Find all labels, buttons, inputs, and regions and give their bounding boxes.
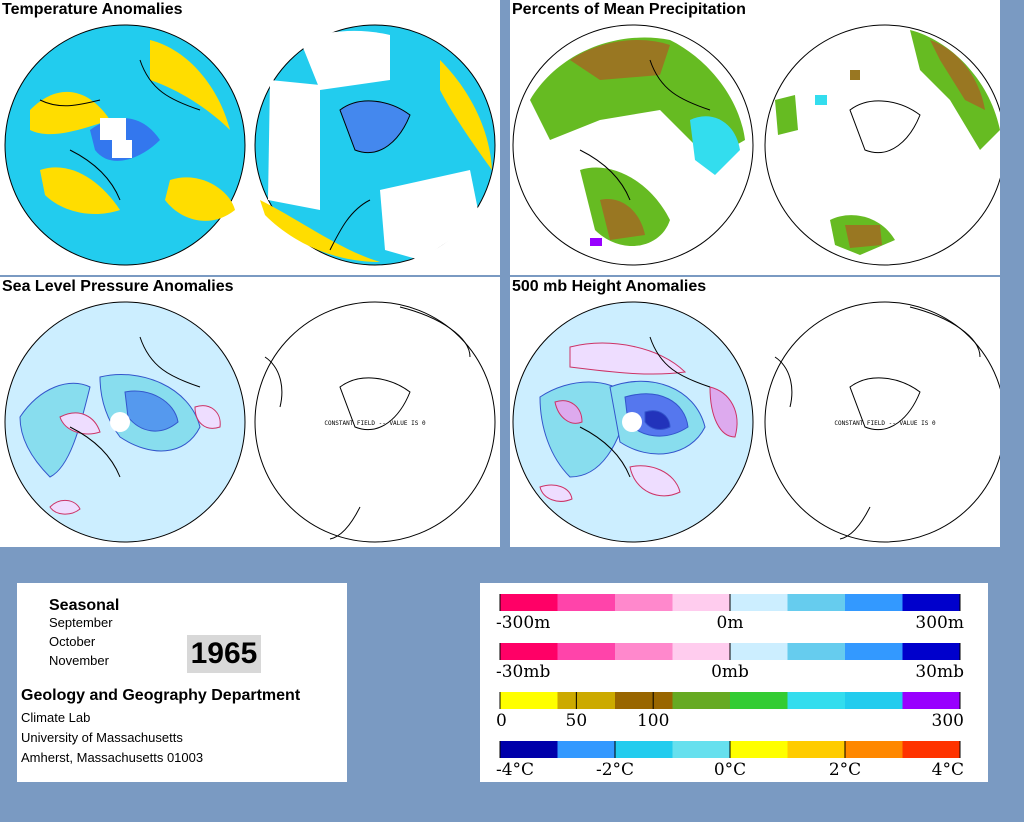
legend-temperature: -4°C -2°C 0°C 2°C 4°C [496, 741, 964, 780]
legend-precip-swatch [557, 692, 616, 709]
legend-precip-tick-label: 100 [637, 711, 669, 731]
precipitation-southern-hemisphere [764, 24, 1000, 266]
slp-northern-hemisphere [4, 301, 246, 543]
slp-panel-title: Sea Level Pressure Anomalies [0, 277, 236, 297]
month-3: November [49, 653, 109, 668]
legend-precip-tick-label: 0 [496, 711, 507, 731]
month-1: September [49, 615, 113, 630]
temperature-maps [4, 24, 496, 266]
legend-pressure: -30mb 0mb 30mb [496, 643, 964, 682]
legend-precip: 0 50 100 300 [496, 692, 964, 731]
legend-height-swatch [557, 594, 616, 611]
season-label: Seasonal [49, 597, 120, 614]
legend-precip-swatch [672, 692, 731, 709]
color-legends: -300m 0m 300m -30mb 0mb 30mb 0 50 100 300 -4°C -2°C… [496, 594, 964, 780]
legend-temperature-tick-label: 2°C [829, 760, 861, 780]
legend-pressure-swatch [615, 643, 673, 660]
year-badge: 1965 [187, 635, 261, 673]
temperature-northern-hemisphere [4, 24, 246, 266]
legend-pressure-tick-label: 0mb [711, 662, 749, 682]
legend-height-swatch [730, 594, 788, 611]
legend-precip-tick-label: 300 [932, 711, 964, 731]
precipitation-northern-hemisphere [512, 24, 754, 266]
legend-height-swatch [500, 594, 558, 611]
address-line-2: University of Massachusetts [21, 730, 183, 745]
height-southern-hemisphere: CONSTANT FIELD -- VALUE IS 0 [764, 301, 1000, 543]
slp-maps: CONSTANT FIELD -- VALUE IS 0 [4, 301, 496, 543]
color-legend-box: -300m 0m 300m -30mb 0mb 30mb 0 50 100 300 -4°C -2°C… [480, 583, 988, 782]
legend-height-tick-label: 300m [915, 613, 964, 633]
legend-pressure-swatch [730, 643, 788, 660]
legend-height-swatch [615, 594, 673, 611]
legend-height-swatch [787, 594, 846, 611]
legend-pressure-tick-label: -30mb [496, 662, 550, 682]
legend-pressure-swatch [845, 643, 903, 660]
legend-precip-swatch [500, 692, 558, 709]
legend-precip-swatch [845, 692, 903, 709]
legend-height-swatch [845, 594, 903, 611]
legend-precip-swatch [787, 692, 846, 709]
height-northern-hemisphere [512, 301, 754, 543]
info-box: Seasonal September October November 1965… [17, 583, 347, 782]
height-500mb-panel-title: 500 mb Height Anomalies [510, 277, 709, 297]
legend-temperature-tick-label: 4°C [932, 760, 964, 780]
legend-temperature-swatch [845, 741, 903, 758]
legend-height-tick-label: 0m [717, 613, 744, 633]
legend-pressure-swatch [672, 643, 731, 660]
legend-precip-swatch [730, 692, 788, 709]
legend-temperature-tick-label: -2°C [596, 760, 634, 780]
precipitation-maps [512, 24, 1000, 266]
slp-southern-hemisphere: CONSTANT FIELD -- VALUE IS 0 [254, 301, 496, 543]
temperature-anomalies-panel: Temperature Anomalies [0, 0, 500, 275]
legend-pressure-tick-label: 30mb [915, 662, 964, 682]
legend-pressure-swatch [787, 643, 846, 660]
legend-temperature-tick-label: 0°C [714, 760, 746, 780]
precipitation-panel-title: Percents of Mean Precipitation [510, 0, 748, 20]
precipitation-panel: Percents of Mean Precipitation [510, 0, 1000, 275]
address-line-3: Amherst, Massachusetts 01003 [21, 750, 204, 765]
legend-temperature-swatch [500, 741, 558, 758]
legend-precip-swatch [615, 692, 673, 709]
legend-precip-swatch [902, 692, 961, 709]
legend-height-swatch [672, 594, 731, 611]
legend-pressure-swatch [557, 643, 616, 660]
legend-temperature-swatch [557, 741, 616, 758]
legend-temperature-swatch [672, 741, 731, 758]
legend-temperature-swatch [787, 741, 846, 758]
height-500mb-panel: CONSTANT FIELD -- VALUE IS 0 500 mb Heig… [510, 277, 1000, 547]
legend-height-swatch [902, 594, 961, 611]
address-line-1: Climate Lab [21, 710, 91, 725]
height-constant-field-label: CONSTANT FIELD -- VALUE IS 0 [834, 420, 936, 427]
department-name: Geology and Geography Department [21, 687, 301, 704]
sea-level-pressure-panel: CONSTANT FIELD -- VALUE IS 0 Sea Level P… [0, 277, 500, 547]
temperature-southern-hemisphere [254, 24, 496, 266]
slp-constant-field-label: CONSTANT FIELD -- VALUE IS 0 [324, 420, 426, 427]
legend-pressure-swatch [500, 643, 558, 660]
temperature-panel-title: Temperature Anomalies [0, 0, 185, 20]
height-500mb-maps: CONSTANT FIELD -- VALUE IS 0 [512, 301, 1000, 543]
legend-precip-tick-label: 50 [566, 711, 588, 731]
legend-height: -300m 0m 300m [496, 594, 964, 633]
legend-temperature-swatch [730, 741, 788, 758]
legend-temperature-swatch [615, 741, 673, 758]
month-2: October [49, 634, 96, 649]
legend-temperature-tick-label: -4°C [496, 760, 534, 780]
legend-height-tick-label: -300m [496, 613, 550, 633]
legend-pressure-swatch [902, 643, 961, 660]
legend-temperature-swatch [902, 741, 961, 758]
